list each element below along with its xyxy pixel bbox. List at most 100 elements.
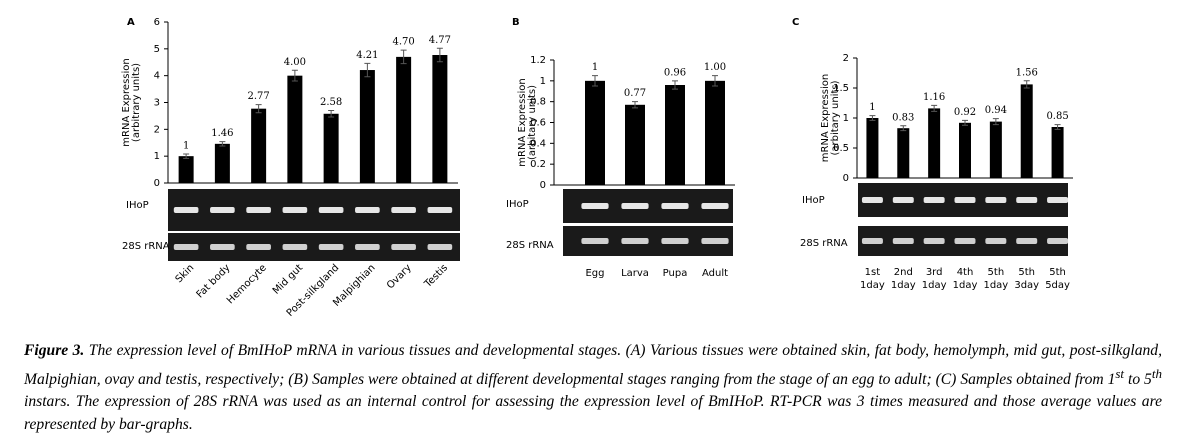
error-bar <box>436 47 443 63</box>
error-bar <box>592 75 598 87</box>
x-tick-label: 1day <box>891 280 916 291</box>
y-tick-label: 1.5 <box>833 83 849 94</box>
error-bar <box>869 115 876 121</box>
gel-band <box>173 244 199 250</box>
y-tick-label: 1 <box>154 151 160 162</box>
gel-label: IHoP <box>802 195 825 206</box>
error-bar <box>364 62 371 78</box>
gel-band <box>318 244 344 250</box>
gel-label: 28S rRNA <box>122 241 170 252</box>
value-label: 1.56 <box>1016 67 1038 78</box>
bar <box>665 85 685 185</box>
bar <box>214 143 230 183</box>
value-label: 0.96 <box>664 67 686 78</box>
y-axis-label: (arbitary units) <box>527 85 538 160</box>
bar <box>396 56 412 184</box>
value-label: 0.77 <box>624 88 646 99</box>
gel-band <box>621 203 649 209</box>
x-tick-label: 2nd <box>894 267 913 278</box>
caption-label: Figure 3. <box>24 342 85 359</box>
y-tick-label: 2 <box>843 53 849 64</box>
error-bar <box>632 101 638 109</box>
x-tick-label: 4th <box>957 267 974 278</box>
y-tick-label: 1 <box>843 113 849 124</box>
gel-band <box>355 244 380 250</box>
x-tick-label: Ovary <box>385 262 414 291</box>
x-tick-label: 1day <box>922 280 947 291</box>
bar <box>625 104 645 185</box>
value-label: 0.94 <box>985 105 1007 116</box>
x-tick-label: Skin <box>174 262 197 285</box>
error-bar <box>219 141 226 147</box>
y-tick-label: 0.2 <box>530 159 546 170</box>
caption-text: instars. The expression of 28S rRNA was … <box>24 393 1162 433</box>
panel-label: B <box>512 17 520 28</box>
caption-sup: th <box>1151 365 1162 381</box>
value-label: 4.21 <box>356 50 378 61</box>
gel-label: IHoP <box>126 200 149 211</box>
y-tick-label: 0 <box>540 180 546 191</box>
x-tick-label: 1day <box>953 280 978 291</box>
y-axis-label: mRNA Expression <box>121 58 132 146</box>
error-bar <box>992 118 999 126</box>
y-tick-label: 0 <box>154 178 160 189</box>
bar <box>323 113 339 183</box>
caption-text: The expression level of BmIHoP mRNA in v… <box>24 342 1163 388</box>
gel-band <box>1047 238 1069 244</box>
gel-band <box>985 197 1007 203</box>
gel-band <box>173 207 199 213</box>
y-tick-label: 6 <box>154 17 160 28</box>
bar <box>928 108 941 178</box>
error-bar <box>900 125 907 132</box>
gel-band <box>246 207 271 213</box>
gel-band <box>246 244 271 250</box>
gel-band <box>892 197 914 203</box>
y-axis-label: (arbitary units) <box>830 80 841 155</box>
gel-band <box>581 238 609 244</box>
x-tick-label: Hemocyte <box>225 262 269 306</box>
error-bar <box>255 104 262 114</box>
gel-band <box>861 238 883 244</box>
value-label: 0.92 <box>954 107 976 118</box>
gel-band <box>427 207 453 213</box>
y-tick-label: 3 <box>154 98 160 109</box>
gel-band <box>985 238 1007 244</box>
gel-band <box>892 238 914 244</box>
y-tick-label: 1 <box>540 76 546 87</box>
x-tick-label: Mid gut <box>271 262 305 296</box>
x-tick-label: Adult <box>702 268 728 279</box>
gel-band <box>954 238 976 244</box>
value-label: 4.77 <box>429 35 451 46</box>
caption-sup: st <box>1115 365 1125 381</box>
value-label: 0.83 <box>892 112 914 123</box>
error-bar <box>962 119 968 126</box>
x-tick-label: Testis <box>422 262 450 290</box>
gel-band <box>210 207 235 213</box>
bar <box>1051 127 1064 178</box>
bar <box>705 80 725 185</box>
y-tick-label: 0 <box>843 173 849 184</box>
bar <box>1020 84 1033 178</box>
value-label: 4.70 <box>392 37 414 48</box>
gel-label: 28S rRNA <box>506 240 554 251</box>
y-tick-label: 0.4 <box>530 138 546 149</box>
value-label: 1 <box>592 62 598 73</box>
caption: Figure 3. The expression level of BmIHoP… <box>24 340 1162 436</box>
value-label: 1.16 <box>923 92 945 103</box>
x-tick-label: 5th <box>988 267 1005 278</box>
value-label: 0.85 <box>1046 111 1068 122</box>
gel-band <box>861 197 883 203</box>
gel-label: IHoP <box>506 199 529 210</box>
x-tick-label: Egg <box>585 268 604 279</box>
error-bar <box>400 49 407 65</box>
error-bar <box>1023 80 1030 89</box>
x-tick-label: Fat body <box>195 262 233 300</box>
error-bar <box>712 75 718 87</box>
x-tick-label: 3day <box>1014 280 1039 291</box>
x-tick-label: 5th <box>1018 267 1035 278</box>
gel-band <box>355 207 380 213</box>
bar <box>359 70 375 183</box>
gel-label: 28S rRNA <box>800 238 848 249</box>
